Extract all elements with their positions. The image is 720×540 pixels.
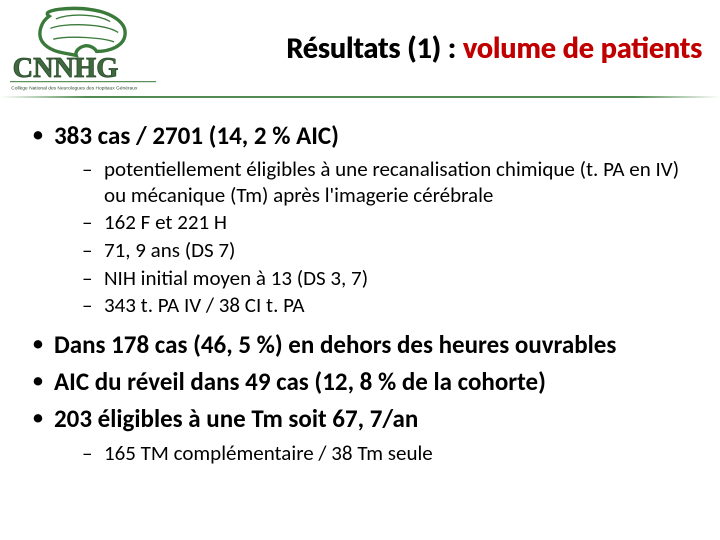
logo-acronym: CNNHG bbox=[13, 53, 119, 84]
header: CNNHG Collège National des Neurologues d… bbox=[0, 0, 720, 100]
bullet-3-text: AIC du réveil dans 49 cas (12, 8 % de la… bbox=[54, 366, 546, 397]
bullet-1-sub-3: 71, 9 ans (DS 7) bbox=[82, 238, 698, 264]
bullet-3: AIC du réveil dans 49 cas (12, 8 % de la… bbox=[28, 366, 698, 397]
bullet-1-sub-4: NIH initial moyen à 13 (DS 3, 7) bbox=[82, 266, 698, 292]
logo-subtitle: Collège National des Neurologues des Hop… bbox=[11, 85, 138, 91]
bullet-1-sub-2: 162 F et 221 H bbox=[82, 210, 698, 236]
bullet-1: 383 cas / 2701 (14, 2 % AIC) potentielle… bbox=[28, 120, 698, 319]
bullet-1-sub-5: 343 t. PA IV / 38 CI t. PA bbox=[82, 293, 698, 319]
bullet-2-text: Dans 178 cas (46, 5 %) en dehors des heu… bbox=[54, 329, 616, 360]
body-content: 383 cas / 2701 (14, 2 % AIC) potentielle… bbox=[28, 120, 698, 476]
bullet-2: Dans 178 cas (46, 5 %) en dehors des heu… bbox=[28, 329, 698, 360]
title-prefix: Résultats (1) : bbox=[286, 30, 463, 67]
slide: CNNHG Collège National des Neurologues d… bbox=[0, 0, 720, 540]
slide-title: Résultats (1) : volume de patients bbox=[286, 30, 702, 67]
title-emphasis: volume de patients bbox=[463, 30, 702, 67]
bullet-4-text: 203 éligibles à une Tm soit 67, 7/an bbox=[54, 403, 418, 434]
bullet-4-sub-1: 165 TM complémentaire / 38 Tm seule bbox=[82, 441, 698, 467]
bullet-4: 203 éligibles à une Tm soit 67, 7/an 165… bbox=[28, 403, 698, 466]
logo: CNNHG Collège National des Neurologues d… bbox=[8, 4, 158, 92]
bullet-1-text: 383 cas / 2701 (14, 2 % AIC) bbox=[54, 120, 339, 151]
bullet-1-sub-1: potentiellement éligibles à une recanali… bbox=[82, 157, 698, 208]
header-divider bbox=[0, 96, 720, 98]
